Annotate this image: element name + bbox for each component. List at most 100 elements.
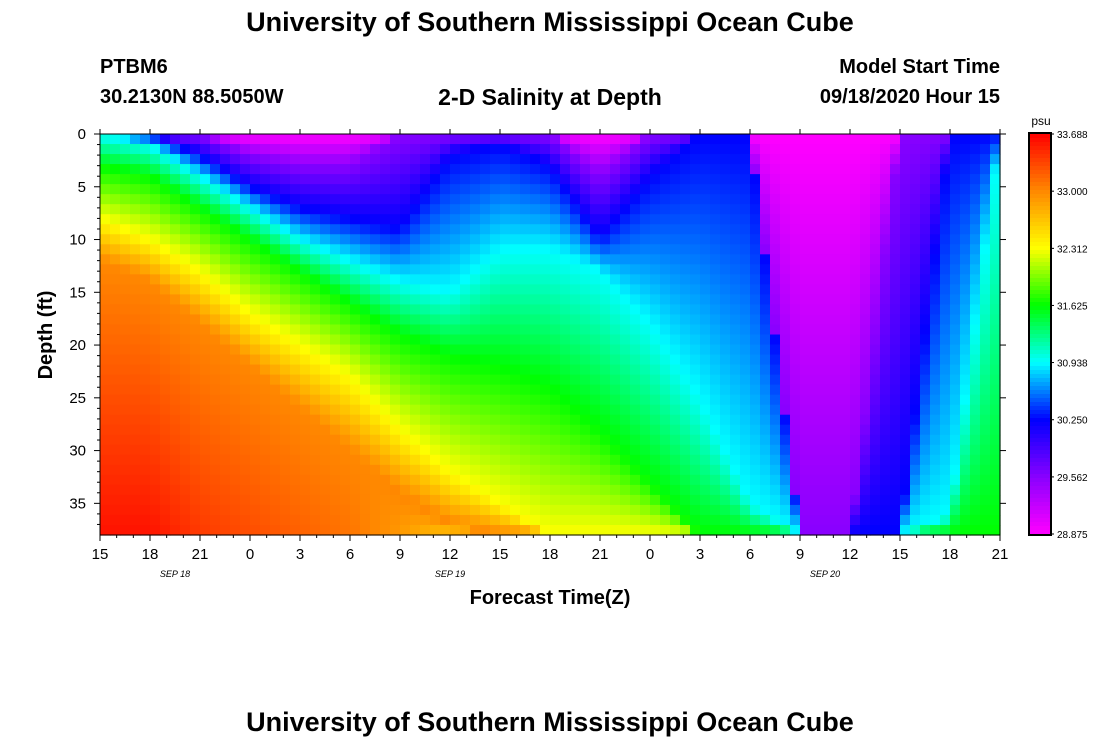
heatmap-cell xyxy=(880,494,891,506)
heatmap-cell xyxy=(130,214,141,225)
x-tick-label: 18 xyxy=(542,546,559,563)
heatmap-cell xyxy=(130,204,141,215)
heatmap-cell xyxy=(730,354,741,366)
heatmap-cell xyxy=(950,314,961,326)
heatmap-cell xyxy=(920,464,931,476)
heatmap-cell xyxy=(890,444,901,456)
heatmap-cell xyxy=(390,424,401,436)
heatmap-cell xyxy=(410,294,421,306)
heatmap-cell xyxy=(940,314,951,326)
heatmap-cell xyxy=(480,444,491,456)
heatmap-cell xyxy=(730,464,741,476)
heatmap-cell xyxy=(770,154,781,165)
heatmap-cell xyxy=(100,284,111,296)
heatmap-cell xyxy=(280,474,291,486)
heatmap-cell xyxy=(640,444,651,456)
heatmap-cell xyxy=(990,514,1001,526)
heatmap-cell xyxy=(470,224,481,235)
heatmap-cell xyxy=(840,334,851,346)
heatmap-cell xyxy=(300,174,311,185)
heatmap-cell xyxy=(220,414,231,426)
heatmap-cell xyxy=(740,174,751,185)
heatmap-cell xyxy=(840,454,851,466)
heatmap-cell xyxy=(790,484,801,496)
x-tick-label: 0 xyxy=(646,546,654,563)
heatmap-cell xyxy=(740,344,751,356)
heatmap-cell xyxy=(610,224,621,235)
heatmap-cell xyxy=(490,474,501,486)
heatmap-cell xyxy=(510,354,521,366)
heatmap-cell xyxy=(760,194,771,205)
heatmap-cell xyxy=(540,444,551,456)
heatmap-cell xyxy=(640,324,651,336)
heatmap-cell xyxy=(430,464,441,476)
heatmap-cell xyxy=(910,184,921,195)
heatmap-cell xyxy=(580,214,591,225)
heatmap-cell xyxy=(590,424,601,436)
heatmap-cell xyxy=(900,374,911,386)
heatmap-cell xyxy=(370,234,381,245)
heatmap-cell xyxy=(270,264,281,275)
x-tick-label: 21 xyxy=(592,546,609,563)
heatmap-cell xyxy=(590,314,601,326)
heatmap-cell xyxy=(760,274,771,285)
heatmap-cell xyxy=(830,434,841,446)
heatmap-cell xyxy=(110,204,121,215)
heatmap-cell xyxy=(100,354,111,366)
heatmap-cell xyxy=(300,284,311,296)
heatmap-cell xyxy=(150,434,161,446)
heatmap-cell xyxy=(110,284,121,296)
heatmap-cell xyxy=(660,254,671,265)
heatmap-cell xyxy=(220,384,231,396)
heatmap-cell xyxy=(600,374,611,386)
heatmap-cell xyxy=(730,504,741,516)
heatmap-cell xyxy=(440,484,451,496)
heatmap-cell xyxy=(280,524,291,536)
heatmap-cell xyxy=(700,304,711,316)
heatmap-cell xyxy=(930,354,941,366)
heatmap-cell xyxy=(600,424,611,436)
heatmap-cell xyxy=(670,364,681,376)
heatmap-cell xyxy=(800,384,811,396)
heatmap-cell xyxy=(490,194,501,205)
heatmap-cell xyxy=(370,374,381,386)
heatmap-cell xyxy=(630,484,641,496)
colorbar-swatch xyxy=(1030,414,1050,419)
heatmap-cell xyxy=(620,294,631,306)
heatmap-cell xyxy=(430,194,441,205)
heatmap-cell xyxy=(820,204,831,215)
heatmap-cell xyxy=(590,434,601,446)
heatmap-cell xyxy=(960,334,971,346)
heatmap-cell xyxy=(430,514,441,526)
heatmap-cell xyxy=(920,254,931,265)
heatmap-cell xyxy=(690,244,701,255)
heatmap-cell xyxy=(130,164,141,175)
heatmap-cell xyxy=(320,244,331,255)
heatmap-cell xyxy=(740,524,751,536)
heatmap-cell xyxy=(940,494,951,506)
heatmap-cell xyxy=(900,274,911,285)
heatmap-cell xyxy=(290,464,301,476)
heatmap-cell xyxy=(430,374,441,386)
heatmap-cell xyxy=(630,434,641,446)
heatmap-cell xyxy=(190,144,201,155)
heatmap-cell xyxy=(950,304,961,316)
heatmap-cell xyxy=(350,274,361,285)
heatmap-cell xyxy=(680,214,691,225)
heatmap-cell xyxy=(880,364,891,376)
heatmap-cell xyxy=(790,284,801,296)
heatmap-cell xyxy=(390,514,401,526)
heatmap-cell xyxy=(330,474,341,486)
heatmap-cell xyxy=(580,414,591,426)
heatmap-cell xyxy=(270,384,281,396)
heatmap-cell xyxy=(900,514,911,526)
heatmap-cell xyxy=(850,384,861,396)
heatmap-cell xyxy=(780,494,791,506)
heatmap-cell xyxy=(840,224,851,235)
heatmap-cell xyxy=(450,384,461,396)
model-start-label: Model Start Time xyxy=(839,56,1000,78)
y-tick-label: 25 xyxy=(69,390,86,407)
heatmap-cell xyxy=(110,474,121,486)
heatmap-cell xyxy=(930,464,941,476)
heatmap-cell xyxy=(830,164,841,175)
